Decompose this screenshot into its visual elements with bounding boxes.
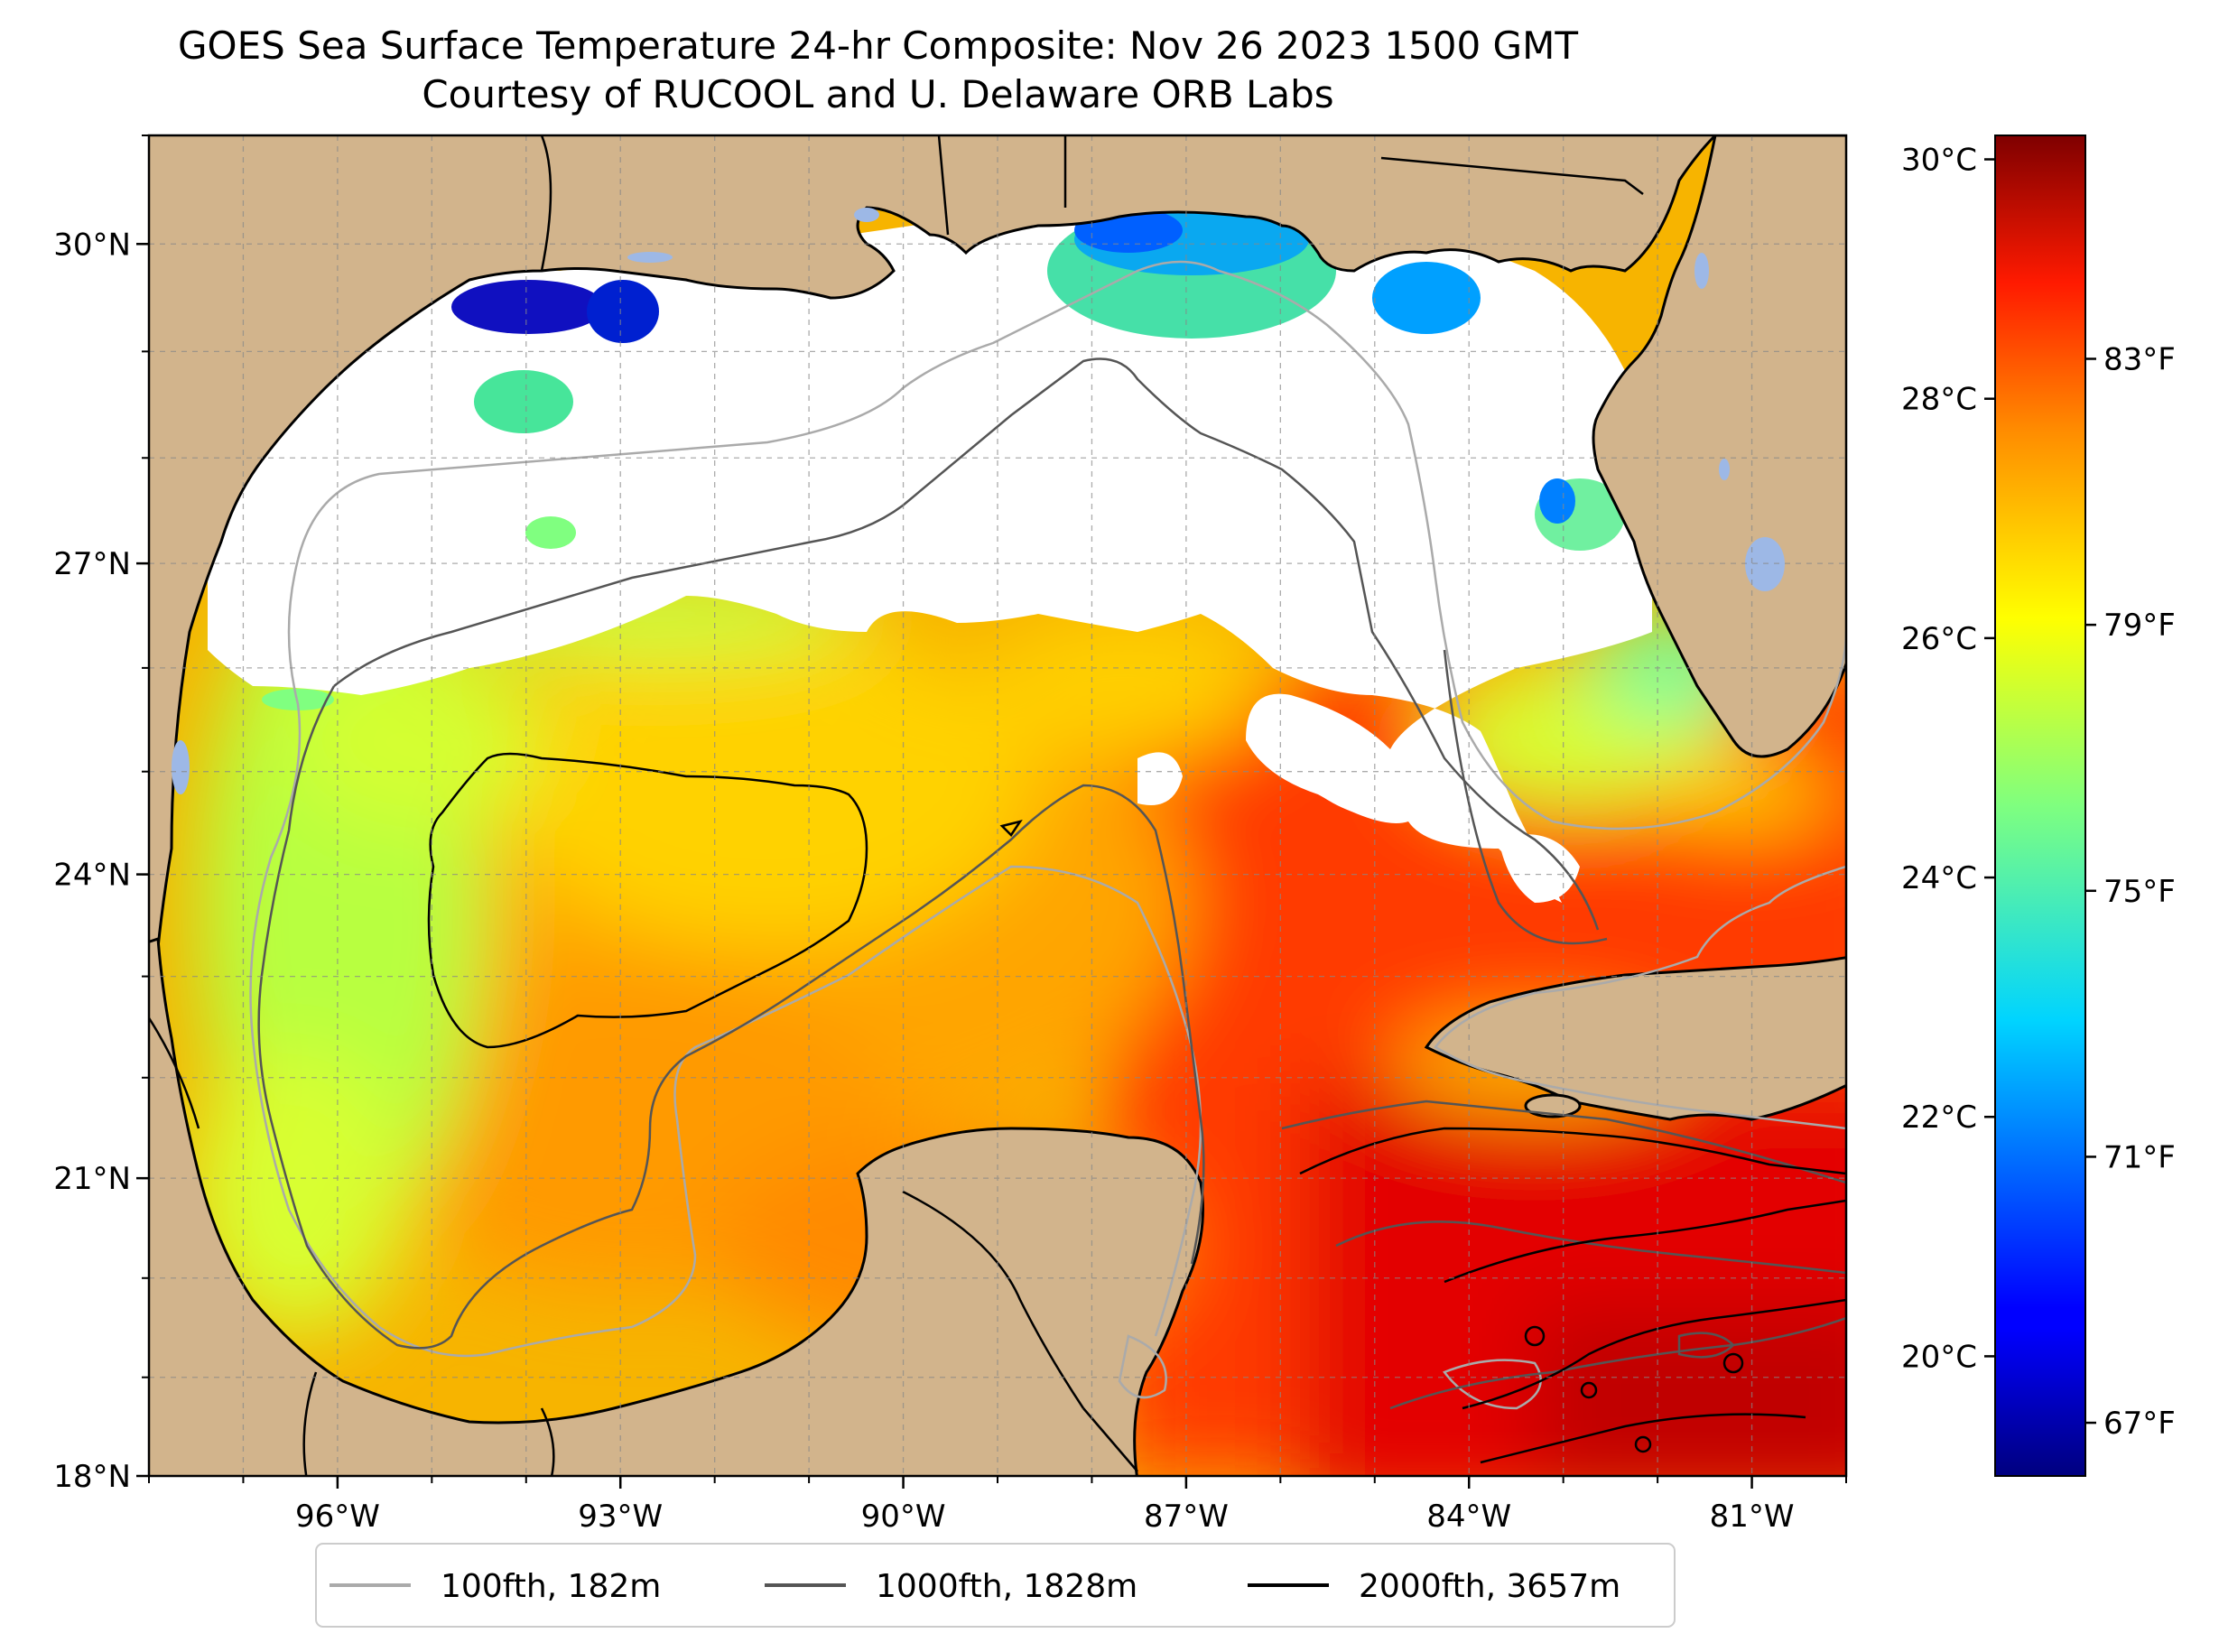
map-panel [149,135,1846,1476]
legend-box [315,1543,1676,1628]
legend-label-1000fth: 1000fth, 1828m [876,1568,1137,1605]
isobath-1000fth [257,357,1846,1410]
fahrenheit-tick-label: 83°F [2103,342,2176,378]
legend-label-100fth: 100fth, 182m [441,1568,661,1605]
isobath-100fth [249,260,1846,1410]
celsius-tick-label: 28°C [1901,382,1977,418]
celsius-tick-label: 20°C [1901,1339,1977,1375]
land-isle [1524,1093,1582,1118]
celsius-tick-label: 24°C [1901,860,1977,896]
fahrenheit-tick-label: 67°F [2103,1406,2176,1442]
isobath-2000fth [427,752,1846,1464]
fahrenheit-tick-label: 75°F [2103,874,2176,910]
celsius-tick-label: 22°C [1901,1100,1977,1136]
cloud-cover [208,198,1652,903]
land [149,135,1846,1476]
graticule [149,135,1846,1476]
cayman-contour [1299,1127,1846,1464]
map-subtitle: Courtesy of RUCOOL and U. Delaware ORB L… [422,72,1334,116]
lon-tick-label: 84°W [1426,1499,1511,1535]
fahrenheit-tick-label: 79°F [2103,608,2176,644]
lat-tick-label: 24°N [53,858,131,894]
nearshore-sst [262,203,1625,710]
lakes [172,208,1785,794]
sigsbee-deep-contour [427,752,868,1049]
lat-tick-label: 30°N [53,227,131,263]
colorbar-ticks: 20°C 22°C 24°C 26°C 28°C 30°C 67°F 71°F 75°F 79°F… [1901,143,2176,1443]
lon-tick-label: 87°W [1144,1499,1229,1535]
map-axes: 18°N 21°N 24°N 27°N 30°N 96°W 93°W 90°W 87°W 84°W… [53,135,1847,1535]
land-cuba [1424,956,1846,1121]
legend-label-2000fth: 2000fth, 3657m [1359,1568,1620,1605]
fahrenheit-tick-label: 71°F [2103,1139,2176,1175]
celsius-tick-label: 26°C [1901,621,1977,657]
colorbar-scale [1994,135,2086,1477]
cloud-patch [1137,752,1183,805]
land-us [149,135,1846,950]
map-title: GOES Sea Surface Temperature 24-hr Compo… [177,23,1578,68]
lat-tick-label: 21°N [53,1161,131,1197]
cloud-patch [1309,744,1415,821]
land-florida [1592,135,1846,758]
celsius-tick-label: 30°C [1901,143,1977,179]
colorbar: 20°C 22°C 24°C 26°C 28°C 30°C 67°F 71°F 75°F 79°F… [1901,135,2176,1477]
lon-tick-label: 81°W [1710,1499,1795,1535]
lon-tick-label: 90°W [861,1499,946,1535]
cloud-patch [1499,834,1580,903]
lat-tick-label: 18°N [53,1459,131,1495]
legend: 100fth, 182m 1000fth, 1828m 2000fth, 365… [315,1543,1676,1628]
lat-tick-label: 27°N [53,546,131,582]
lon-tick-label: 93°W [578,1499,663,1535]
lon-tick-label: 96°W [295,1499,380,1535]
